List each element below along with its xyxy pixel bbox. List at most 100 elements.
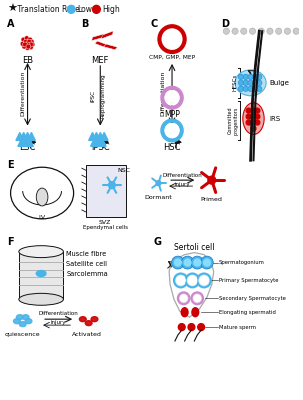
- Text: quiescence: quiescence: [5, 332, 41, 337]
- Text: ★: ★: [7, 4, 17, 14]
- Ellipse shape: [79, 317, 86, 322]
- Circle shape: [246, 108, 251, 113]
- Text: MPP: MPP: [164, 110, 180, 119]
- Ellipse shape: [19, 293, 63, 305]
- Text: LV: LV: [38, 215, 46, 220]
- Circle shape: [176, 276, 185, 285]
- Circle shape: [178, 292, 189, 304]
- Circle shape: [257, 74, 262, 80]
- Ellipse shape: [22, 315, 29, 320]
- Circle shape: [248, 86, 253, 92]
- Circle shape: [194, 259, 201, 266]
- Text: iPSC: iPSC: [91, 143, 110, 152]
- Ellipse shape: [19, 246, 63, 258]
- Text: iPSC: iPSC: [91, 90, 96, 102]
- Circle shape: [201, 256, 213, 269]
- Circle shape: [255, 114, 260, 119]
- Circle shape: [188, 276, 197, 285]
- Polygon shape: [100, 132, 108, 140]
- Text: SVZ: SVZ: [99, 220, 111, 225]
- Circle shape: [238, 86, 244, 92]
- Circle shape: [22, 44, 27, 49]
- Ellipse shape: [192, 308, 199, 317]
- Text: D: D: [221, 19, 229, 29]
- Circle shape: [253, 74, 258, 80]
- Text: Sertoli cell: Sertoli cell: [174, 243, 215, 252]
- Polygon shape: [92, 132, 100, 140]
- Ellipse shape: [25, 319, 32, 324]
- Ellipse shape: [235, 70, 266, 96]
- Circle shape: [238, 80, 244, 86]
- Text: Low: Low: [77, 5, 92, 14]
- Circle shape: [174, 274, 188, 287]
- Circle shape: [253, 86, 258, 92]
- Polygon shape: [95, 41, 108, 48]
- Circle shape: [191, 292, 203, 304]
- Circle shape: [243, 80, 248, 86]
- Circle shape: [156, 181, 161, 186]
- Text: Muscle fibre: Muscle fibre: [66, 251, 107, 257]
- Ellipse shape: [181, 308, 188, 317]
- Polygon shape: [95, 138, 102, 146]
- Circle shape: [23, 42, 28, 47]
- Text: B: B: [81, 19, 88, 29]
- Text: EB: EB: [22, 56, 33, 65]
- Circle shape: [178, 324, 185, 330]
- Circle shape: [246, 120, 251, 125]
- Ellipse shape: [16, 315, 23, 320]
- Circle shape: [184, 259, 191, 266]
- Circle shape: [251, 126, 256, 131]
- Circle shape: [67, 5, 75, 13]
- Ellipse shape: [11, 167, 74, 219]
- Circle shape: [197, 274, 211, 287]
- Text: Spermatogonium: Spermatogonium: [218, 260, 265, 265]
- Polygon shape: [24, 132, 32, 140]
- Polygon shape: [18, 138, 26, 146]
- Circle shape: [241, 28, 247, 34]
- Polygon shape: [98, 138, 106, 146]
- Bar: [86, 165, 126, 217]
- Ellipse shape: [85, 321, 92, 326]
- Circle shape: [249, 28, 256, 34]
- Circle shape: [208, 176, 216, 184]
- Circle shape: [175, 259, 181, 266]
- Ellipse shape: [36, 188, 48, 206]
- Text: F: F: [7, 237, 14, 247]
- Circle shape: [29, 39, 34, 44]
- Circle shape: [255, 120, 260, 125]
- Circle shape: [251, 120, 256, 125]
- Ellipse shape: [19, 322, 26, 327]
- Circle shape: [25, 42, 30, 47]
- Circle shape: [21, 37, 26, 42]
- Polygon shape: [20, 132, 28, 140]
- Polygon shape: [28, 132, 35, 140]
- Text: Secondary Spermatocyte: Secondary Spermatocyte: [218, 296, 285, 301]
- Circle shape: [251, 114, 256, 119]
- Circle shape: [30, 42, 35, 47]
- Text: HFSCs: HFSCs: [233, 74, 238, 92]
- Text: Committed
progenitors: Committed progenitors: [228, 106, 238, 135]
- Text: Elongating spermatid: Elongating spermatid: [218, 310, 275, 315]
- Text: G: G: [154, 237, 161, 247]
- Text: Activated: Activated: [72, 332, 102, 337]
- Circle shape: [23, 39, 28, 44]
- Text: Translation Rate:: Translation Rate:: [15, 5, 82, 14]
- Circle shape: [26, 44, 31, 49]
- Polygon shape: [22, 138, 29, 146]
- Circle shape: [191, 256, 204, 269]
- Text: Ependymal cells: Ependymal cells: [83, 225, 128, 230]
- Ellipse shape: [14, 319, 20, 324]
- Polygon shape: [91, 138, 98, 146]
- Circle shape: [246, 114, 251, 119]
- Text: C: C: [151, 19, 158, 29]
- Circle shape: [251, 108, 256, 113]
- Text: Bulge: Bulge: [269, 80, 289, 86]
- Circle shape: [24, 36, 29, 41]
- Ellipse shape: [36, 270, 46, 276]
- Text: injury: injury: [175, 182, 191, 187]
- Text: Dormant: Dormant: [145, 195, 172, 200]
- Text: Differentiation: Differentiation: [163, 173, 203, 178]
- Polygon shape: [16, 132, 24, 140]
- Circle shape: [20, 41, 25, 46]
- Circle shape: [165, 124, 179, 138]
